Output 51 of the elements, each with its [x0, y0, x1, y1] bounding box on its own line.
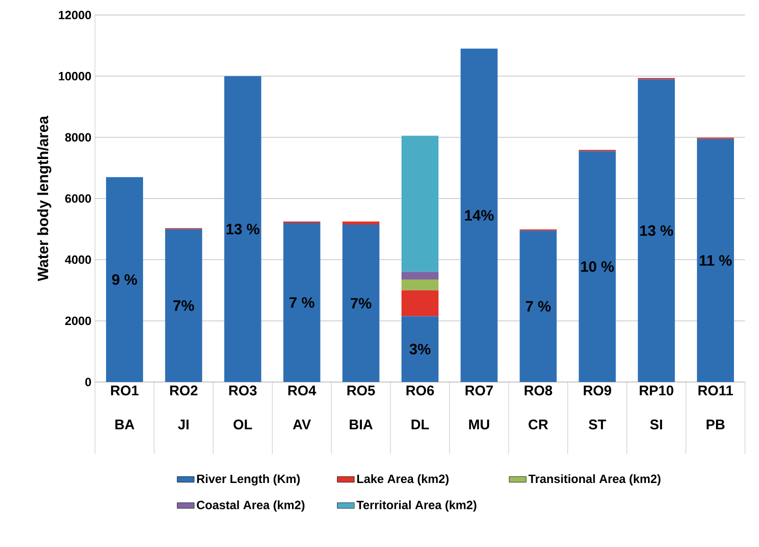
bar	[342, 221, 380, 224]
bar	[578, 151, 616, 382]
bar	[460, 48, 498, 382]
legend-label: Lake Area (km2)	[357, 474, 449, 486]
annotation: 7 %	[290, 297, 314, 308]
category-label: RO4 AV	[288, 386, 316, 430]
y-tick-label: 2000	[65, 316, 91, 326]
category-label: RO11 PB	[698, 386, 733, 430]
category-label: RP10 SI	[640, 386, 674, 430]
legend-label: River Length (Km)	[197, 474, 300, 486]
y-tick-label: 8000	[65, 133, 91, 142]
annotation: 11 %	[700, 255, 732, 266]
annotation: 10 %	[581, 261, 614, 272]
y-tick-label: 4000	[64, 255, 91, 264]
bar	[402, 136, 439, 272]
category-label: RO2 JI	[170, 386, 198, 430]
category-label: RO5 BIA	[347, 386, 375, 430]
category-label: RO1 BA	[111, 386, 139, 430]
bar	[638, 79, 675, 382]
bar	[342, 224, 380, 382]
bar	[402, 280, 439, 290]
y-tick-label: 0	[85, 378, 91, 386]
bar	[165, 229, 202, 382]
category-label: RO3 OL	[229, 386, 257, 430]
category-label: RO8 CR	[524, 386, 552, 430]
annotation: 13 %	[226, 224, 260, 234]
y-tick-label: 10000	[58, 72, 91, 80]
bar	[402, 272, 439, 280]
annotation: 7 %	[526, 301, 551, 312]
bar	[402, 290, 439, 316]
bar	[106, 177, 144, 382]
bar	[283, 222, 320, 382]
bar	[520, 230, 557, 382]
annotation: 7%	[350, 298, 372, 309]
annotation: 9 %	[112, 274, 138, 285]
category-label: RO9 ST	[584, 386, 612, 430]
annotation: 7%	[173, 300, 194, 311]
annotation: 3%	[410, 344, 430, 354]
y-tick-label: 6000	[65, 194, 91, 203]
legend-label: Transitional Area (km2)	[528, 474, 660, 486]
legend-label: Territorial Area (km2)	[356, 500, 476, 512]
annotation: 14%	[465, 210, 494, 221]
category-label: RO6 DL	[406, 386, 434, 430]
y-axis-title: Water body length/area	[37, 116, 52, 282]
bar	[402, 316, 439, 382]
y-tick-label: 12000	[58, 10, 91, 20]
bar	[224, 76, 262, 382]
category-label: RO7 MU	[466, 386, 493, 430]
annotation: 13 %	[640, 225, 674, 236]
legend-label: Coastal Area (km2)	[196, 500, 304, 512]
bar	[696, 138, 734, 382]
